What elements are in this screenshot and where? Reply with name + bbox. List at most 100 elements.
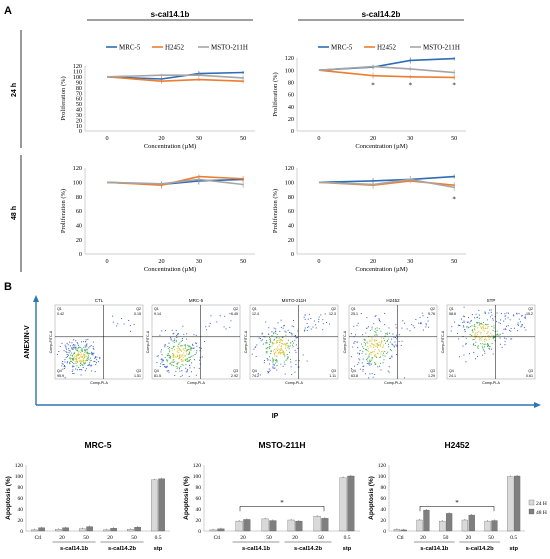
event-dot xyxy=(267,359,269,361)
event-dot xyxy=(160,351,162,353)
data-point xyxy=(453,76,456,79)
event-dot xyxy=(491,335,493,337)
event-dot xyxy=(487,335,489,337)
event-dot xyxy=(308,326,310,328)
event-dot xyxy=(371,328,373,330)
event-dot xyxy=(483,344,485,346)
event-dot xyxy=(72,345,74,347)
event-dot xyxy=(73,372,75,374)
event-dot xyxy=(401,327,403,329)
event-dot xyxy=(180,358,182,360)
data-point xyxy=(372,180,374,182)
category-label: Ctl xyxy=(397,535,404,541)
bar xyxy=(393,529,400,532)
event-dot xyxy=(279,352,281,354)
q2-value: 12.3 xyxy=(329,312,336,316)
event-dot xyxy=(367,326,369,328)
event-dot xyxy=(71,347,73,349)
event-dot xyxy=(361,362,363,364)
event-dot xyxy=(284,373,286,375)
y-tick-label: 120 xyxy=(285,55,294,62)
event-dot xyxy=(168,354,170,356)
event-dot xyxy=(188,360,190,362)
bar-chart-title: H2452 xyxy=(444,440,469,450)
y-tick-label: 20 xyxy=(76,237,82,244)
event-dot xyxy=(190,349,192,351)
event-dot xyxy=(189,356,191,358)
event-dot xyxy=(178,354,180,356)
event-dot xyxy=(419,323,421,325)
event-dot xyxy=(184,355,186,357)
data-point xyxy=(242,177,245,180)
event-dot xyxy=(484,312,486,314)
event-dot xyxy=(476,321,478,323)
event-dot xyxy=(179,355,181,357)
event-dot xyxy=(177,362,179,364)
event-dot xyxy=(411,324,413,326)
event-dot xyxy=(375,333,377,335)
event-dot xyxy=(471,314,473,316)
event-dot xyxy=(362,350,364,352)
event-dot xyxy=(168,342,170,344)
event-dot xyxy=(474,329,476,331)
event-dot xyxy=(485,327,487,329)
event-dot xyxy=(278,342,280,344)
event-dot xyxy=(363,341,365,343)
event-dot xyxy=(377,366,379,368)
event-dot xyxy=(273,359,275,361)
event-dot xyxy=(378,341,380,343)
event-dot xyxy=(475,335,477,337)
event-dot xyxy=(506,312,508,314)
group-label: s-cal14.1b xyxy=(60,546,88,552)
event-dot xyxy=(67,356,69,358)
q2-value: 6.45 xyxy=(231,312,238,316)
event-dot xyxy=(375,355,377,357)
event-dot xyxy=(499,333,501,335)
event-dot xyxy=(171,364,173,366)
event-dot xyxy=(173,359,175,361)
event-dot xyxy=(359,350,361,352)
event-dot xyxy=(289,351,291,353)
event-dot xyxy=(379,344,381,346)
y-tick-label: 60 xyxy=(381,496,387,502)
event-dot xyxy=(64,365,66,367)
event-dot xyxy=(289,345,291,347)
event-dot xyxy=(499,323,501,325)
flow-plot-title: CTL xyxy=(95,298,104,303)
event-dot xyxy=(85,344,87,346)
event-dot xyxy=(79,346,81,348)
data-point xyxy=(453,186,456,189)
event-dot xyxy=(287,357,289,359)
event-dot xyxy=(166,354,168,356)
event-dot xyxy=(482,343,484,345)
event-dot xyxy=(182,364,184,366)
event-dot xyxy=(209,322,211,324)
q4-label: Q4 xyxy=(449,369,454,373)
event-dot xyxy=(77,354,79,356)
event-dot xyxy=(377,347,379,349)
event-dot xyxy=(72,359,74,361)
event-dot xyxy=(379,320,381,322)
event-dot xyxy=(70,360,72,362)
event-dot xyxy=(87,357,89,359)
event-dot xyxy=(457,324,459,326)
apoptosis-charts: MRC-5 0 20 40 60 80 100 120 Apoptosis (%) Ctl 20 50… xyxy=(5,440,547,552)
event-dot xyxy=(63,350,65,352)
event-dot xyxy=(75,356,77,358)
event-dot xyxy=(177,347,179,349)
flow-plot-title: MRC-5 xyxy=(189,298,204,303)
event-dot xyxy=(72,344,74,346)
event-dot xyxy=(180,349,182,351)
event-dot xyxy=(62,363,64,365)
event-dot xyxy=(181,355,183,357)
event-dot xyxy=(266,351,268,353)
event-dot xyxy=(65,357,67,359)
event-dot xyxy=(370,354,372,356)
event-dot xyxy=(318,318,320,320)
event-dot xyxy=(480,322,482,324)
event-dot xyxy=(368,377,370,379)
event-dot xyxy=(359,359,361,361)
event-dot xyxy=(164,357,166,359)
event-dot xyxy=(479,323,481,325)
data-point xyxy=(160,80,163,83)
